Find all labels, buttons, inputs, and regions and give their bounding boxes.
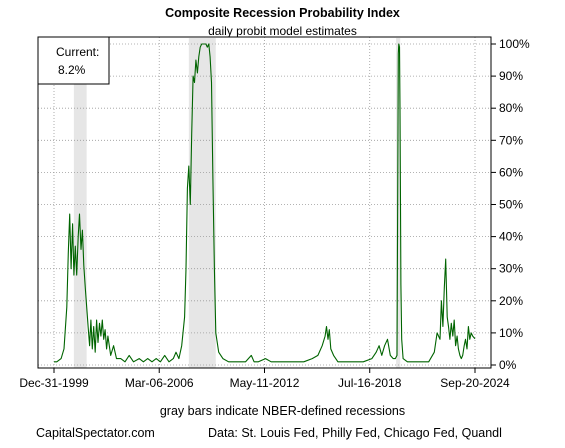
recession-bars	[73, 38, 401, 368]
y-tick-label: 10%	[499, 326, 523, 340]
y-tick-label: 50%	[499, 198, 523, 212]
y-tick-label: 60%	[499, 165, 523, 179]
y-tick-label: 20%	[499, 294, 523, 308]
y-tick-label: 70%	[499, 133, 523, 147]
series-lines	[54, 43, 476, 363]
chart-title: Composite Recession Probability Index	[165, 6, 400, 20]
x-tick-label: Jul-16-2018	[338, 376, 402, 390]
y-tick-label: 80%	[499, 101, 523, 115]
x-tick-label: May-11-2012	[230, 376, 300, 390]
credit-data-sources: Data: St. Louis Fed, Philly Fed, Chicago…	[208, 426, 502, 440]
y-tick-label: 0%	[499, 358, 517, 372]
grid-lines	[38, 37, 491, 368]
current-annotation-box	[37, 36, 110, 85]
current-annotation: Current: 8.2%	[37, 36, 110, 85]
y-tick-label: 30%	[499, 262, 523, 276]
y-axis: 0% 10% 20% 30% 40% 50% 60% 70% 80% 90% 100%	[491, 37, 530, 372]
recession-bar-1	[73, 38, 87, 368]
y-tick-label: 40%	[499, 230, 523, 244]
chart-subtitle: daily probit model estimates	[208, 24, 357, 38]
current-annotation-value: 8.2%	[58, 63, 86, 77]
footnote: gray bars indicate NBER-defined recessio…	[159, 404, 406, 418]
x-tick-label: Mar-06-2006	[125, 376, 194, 390]
y-tick-label: 100%	[499, 37, 530, 51]
x-tick-label: Dec-31-1999	[19, 376, 89, 390]
x-tick-label: Sep-20-2024	[440, 376, 510, 390]
series-line-1	[54, 43, 476, 363]
credit-source-site: CapitalSpectator.com	[36, 426, 155, 440]
y-tick-label: 90%	[499, 69, 523, 83]
current-annotation-label: Current:	[56, 45, 99, 59]
x-axis: Dec-31-1999 Mar-06-2006 May-11-2012 Jul-16-…	[19, 368, 510, 390]
